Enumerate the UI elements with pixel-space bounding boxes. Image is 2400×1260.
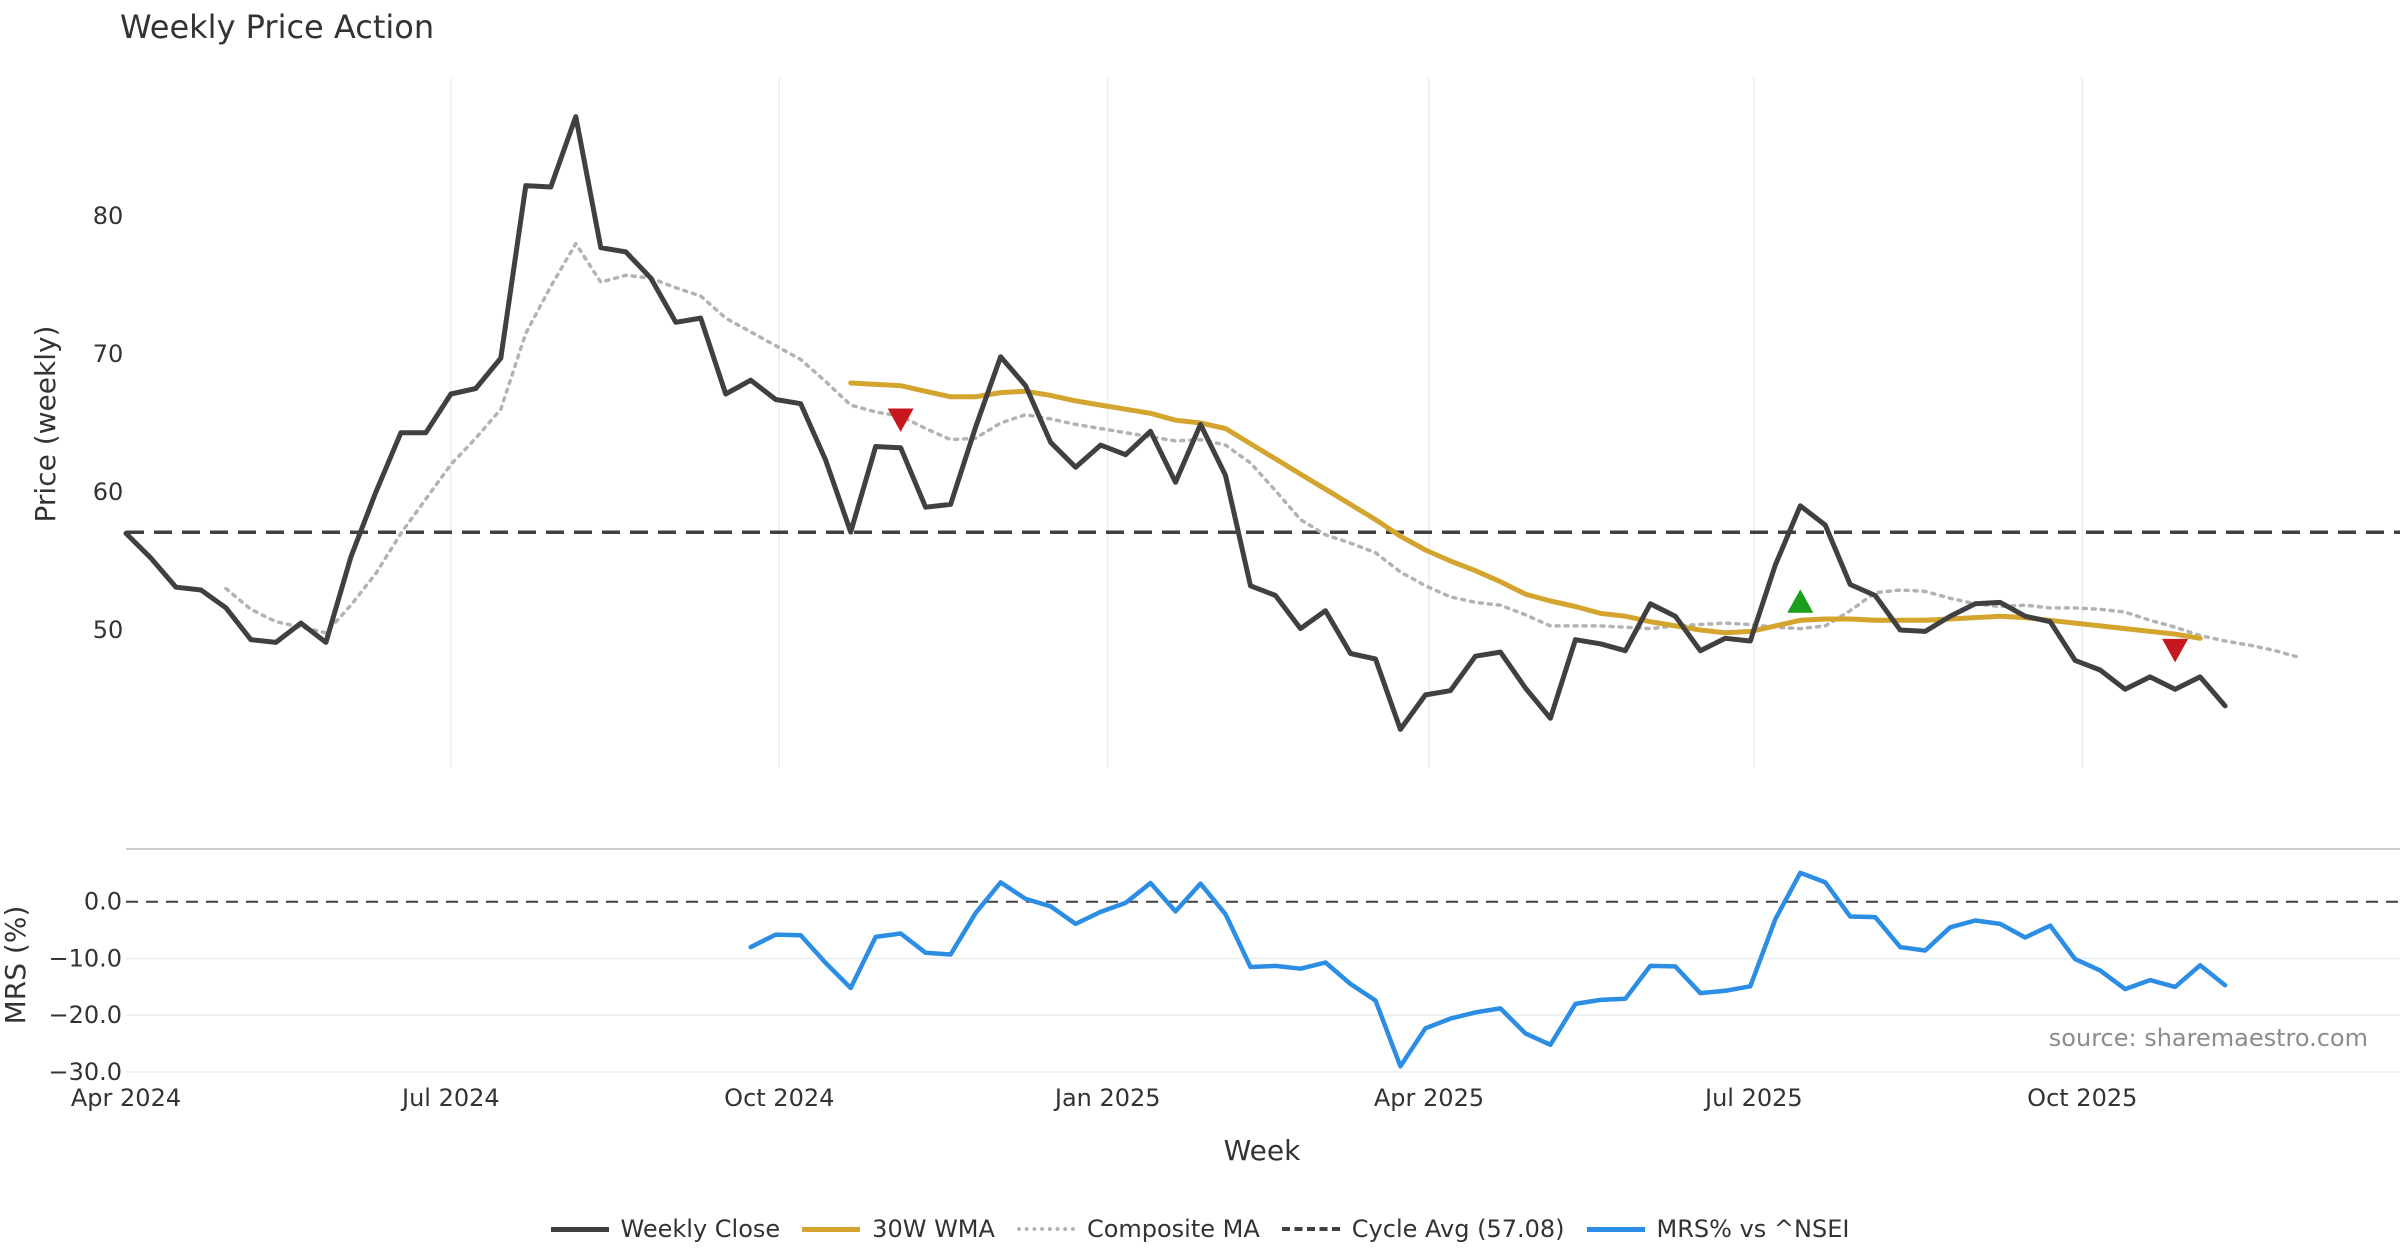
sell-signal-marker: [887, 408, 914, 432]
legend-item-cycle-avg-57-08: Cycle Avg (57.08): [1281, 1215, 1565, 1243]
x-tick-label: Oct 2025: [2027, 1084, 2137, 1112]
price-y-ticks: 50 60 70 80: [93, 202, 124, 644]
legend-item-weekly-close: Weekly Close: [550, 1215, 781, 1243]
x-tick-label: Jan 2025: [1053, 1084, 1161, 1112]
mrs-y-axis-label: MRS (%): [0, 906, 32, 1025]
mrs-grid: [126, 957, 2400, 1073]
x-ticks: Apr 2024 Jul 2024 Oct 2024 Jan 2025 Apr 2025…: [71, 1084, 2138, 1112]
legend-swatch: [1281, 1227, 1340, 1231]
price-y-axis-label: Price (weekly): [29, 326, 62, 523]
x-tick-label: Jul 2024: [400, 1084, 500, 1112]
legend-item-mrs-vs-nsei: MRS% vs ^NSEI: [1586, 1215, 1850, 1243]
chart-title: Weekly Price Action: [120, 8, 434, 46]
legend-label: Composite MA: [1086, 1215, 1260, 1243]
legend-label: 30W WMA: [872, 1215, 995, 1243]
weekly-close-line: [123, 114, 2228, 732]
x-tick-label: Jul 2025: [1703, 1084, 1803, 1112]
x-tick-label: Apr 2025: [1374, 1084, 1484, 1112]
legend: Weekly Close 30W WMA Composite MA Cycle Avg…: [0, 1212, 2400, 1246]
x-tick-label: Apr 2024: [71, 1084, 181, 1112]
mrs-y-tick-label: −30.0: [48, 1058, 122, 1086]
mrs-series: [748, 870, 2228, 1069]
legend-label: Cycle Avg (57.08): [1351, 1215, 1565, 1243]
price-y-tick-label: 80: [93, 202, 124, 230]
price-series: [123, 114, 2302, 732]
legend-swatch: [802, 1226, 861, 1232]
legend-item-30w-wma: 30W WMA: [802, 1215, 995, 1243]
legend-item-composite-ma: Composite MA: [1016, 1215, 1260, 1243]
price-y-tick-label: 50: [93, 616, 124, 644]
price-y-tick-label: 70: [93, 340, 124, 368]
mrs-y-tick-label: 0.0: [84, 888, 122, 916]
signal-markers: [887, 408, 2189, 663]
mrs-y-tick-label: −20.0: [48, 1001, 122, 1029]
x-tick-label: Oct 2024: [724, 1084, 834, 1112]
sell-signal-marker: [2162, 638, 2189, 663]
price-grid: [450, 78, 2084, 768]
legend-swatch: [550, 1226, 609, 1232]
mrs-y-tick-label: −10.0: [48, 944, 122, 972]
30w-wma-line: [848, 380, 2203, 641]
price-y-tick-label: 60: [93, 478, 124, 506]
legend-label: Weekly Close: [620, 1215, 781, 1243]
buy-signal-marker: [1787, 589, 1814, 613]
x-axis-label: Week: [1224, 1134, 1301, 1167]
mrs-y-ticks: 0.0 −10.0 −20.0 −30.0: [48, 888, 122, 1086]
legend-swatch: [1016, 1227, 1075, 1231]
source-label: source: sharemaestro.com: [2049, 1024, 2368, 1052]
composite-ma-line: [224, 241, 2302, 660]
legend-label: MRS% vs ^NSEI: [1656, 1215, 1850, 1243]
mrs-vs-nsei-line: [748, 870, 2228, 1069]
legend-swatch: [1586, 1226, 1645, 1232]
